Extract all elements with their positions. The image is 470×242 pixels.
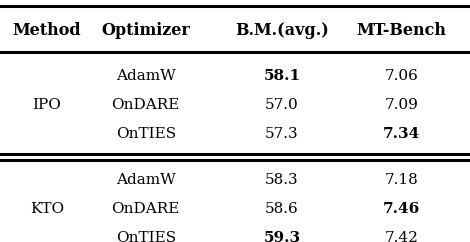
Text: 7.46: 7.46 — [383, 202, 421, 216]
Text: 59.3: 59.3 — [264, 231, 300, 242]
Text: OnTIES: OnTIES — [116, 231, 176, 242]
Text: AdamW: AdamW — [116, 69, 176, 83]
Text: 7.34: 7.34 — [383, 127, 421, 141]
Text: OnTIES: OnTIES — [116, 127, 176, 141]
Text: IPO: IPO — [32, 98, 62, 112]
Text: 57.0: 57.0 — [265, 98, 299, 112]
Text: OnDARE: OnDARE — [111, 202, 180, 216]
Text: 7.06: 7.06 — [385, 69, 419, 83]
Text: 58.1: 58.1 — [264, 69, 300, 83]
Text: 58.6: 58.6 — [265, 202, 299, 216]
Text: Method: Method — [13, 22, 81, 39]
Text: AdamW: AdamW — [116, 173, 176, 187]
Text: 57.3: 57.3 — [265, 127, 299, 141]
Text: OnDARE: OnDARE — [111, 98, 180, 112]
Text: KTO: KTO — [30, 202, 64, 216]
Text: 7.09: 7.09 — [385, 98, 419, 112]
Text: 58.3: 58.3 — [265, 173, 299, 187]
Text: 7.42: 7.42 — [385, 231, 419, 242]
Text: 7.18: 7.18 — [385, 173, 419, 187]
Text: MT-Bench: MT-Bench — [357, 22, 447, 39]
Text: Optimizer: Optimizer — [101, 22, 190, 39]
Text: B.M.(avg.): B.M.(avg.) — [235, 22, 329, 39]
